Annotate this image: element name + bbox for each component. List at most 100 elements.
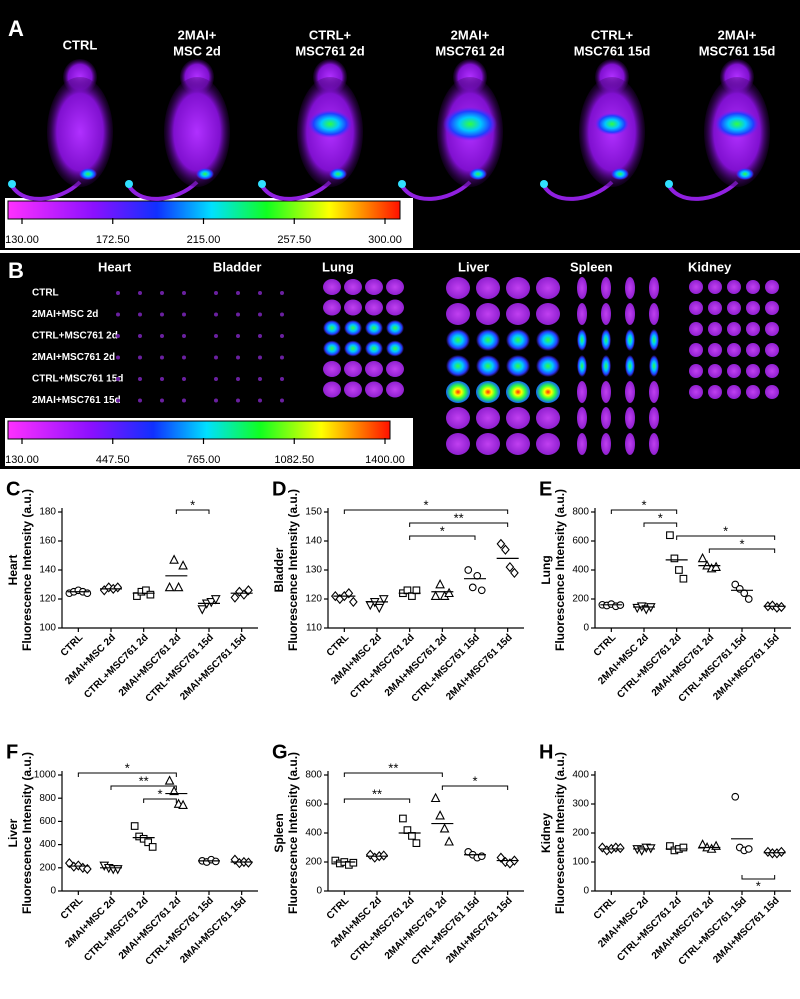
point <box>206 598 217 608</box>
tissue <box>476 277 500 299</box>
tissue <box>649 303 659 325</box>
y-tick-label: 200 <box>305 857 322 868</box>
point <box>349 858 358 867</box>
mouse <box>8 59 113 201</box>
tissue <box>138 377 142 381</box>
y-tick-label: 140 <box>39 565 56 576</box>
tissue <box>365 381 383 398</box>
tissue <box>689 322 703 336</box>
tissue <box>708 322 722 336</box>
bladder-signal <box>196 168 214 180</box>
significance-bracket <box>110 785 177 790</box>
tissue <box>476 355 500 377</box>
point <box>178 799 188 810</box>
tissue <box>236 377 240 381</box>
y-tick-label: 0 <box>583 623 589 634</box>
point <box>597 842 607 853</box>
y-tick-label: 300 <box>572 799 589 810</box>
y-tick-label: 120 <box>39 594 56 605</box>
y-tick-label: 800 <box>305 770 322 781</box>
y-tick-label: 400 <box>305 828 322 839</box>
tissue <box>536 407 560 429</box>
organ-label: Lung <box>322 259 354 274</box>
tissue <box>625 329 635 351</box>
tissue <box>689 280 703 294</box>
y-tick-label: 200 <box>572 828 589 839</box>
point <box>430 792 441 803</box>
tissue <box>386 299 404 316</box>
point <box>670 554 679 563</box>
organ-label: Kidney <box>688 259 732 274</box>
tissue <box>536 277 560 299</box>
tissue <box>323 320 341 336</box>
mouse <box>258 59 363 201</box>
tissue <box>446 277 470 299</box>
column-label: 2MAI+ <box>451 27 490 42</box>
point <box>412 839 421 847</box>
significance-bracket <box>175 509 210 514</box>
row-label: 2MAI+MSC761 2d <box>32 352 115 363</box>
tail-signal <box>258 180 266 188</box>
point <box>374 603 385 614</box>
significance-label: ** <box>139 773 149 788</box>
point <box>146 590 155 599</box>
point <box>679 843 688 852</box>
tissue <box>236 312 240 317</box>
panel-label: C <box>6 478 20 500</box>
point <box>169 785 179 796</box>
column-label: MSC761 15d <box>574 43 651 58</box>
tissue <box>138 355 142 360</box>
tissue <box>446 407 470 429</box>
x-tick-label: 2MAI+MSC761 2d <box>117 632 184 699</box>
point <box>430 590 441 600</box>
tissue <box>446 329 470 351</box>
y-tick-label: 200 <box>572 594 589 605</box>
tissue <box>116 312 120 317</box>
row-label: CTRL+MSC761 2d <box>32 331 118 342</box>
panel-label: H <box>539 741 553 763</box>
tissue <box>323 361 341 377</box>
tail-signal <box>665 180 673 188</box>
tissue <box>765 301 779 315</box>
x-tick-label: CTRL <box>592 632 619 659</box>
point <box>679 574 688 583</box>
tissue <box>577 329 587 351</box>
tissue <box>214 291 218 295</box>
tissue <box>601 381 611 403</box>
y-axis-label: Spleen <box>272 813 286 852</box>
y-tick-label: 800 <box>572 507 589 518</box>
y-axis-label: Fluorescence Intensity (a.u.) <box>20 752 34 914</box>
point <box>379 850 389 861</box>
tissue <box>577 407 587 429</box>
significance-bracket <box>676 535 776 540</box>
column-label: MSC761 2d <box>435 43 504 58</box>
point <box>777 601 786 613</box>
tissue <box>649 277 659 299</box>
significance-label: ** <box>372 786 382 801</box>
point <box>477 852 486 861</box>
organ-label: Spleen <box>570 259 613 274</box>
tissue <box>649 329 659 351</box>
tissue <box>160 291 164 295</box>
x-tick-label: CTRL <box>325 895 352 922</box>
point <box>178 560 188 570</box>
tissue <box>323 340 341 357</box>
point <box>510 567 519 579</box>
significance-label: * <box>658 510 663 525</box>
y-tick-label: 0 <box>50 886 56 897</box>
tissue <box>536 433 560 455</box>
tissue <box>506 433 530 455</box>
tissue <box>344 279 362 295</box>
tissue <box>365 340 383 357</box>
tissue <box>476 407 500 429</box>
mouse-tail <box>8 180 82 201</box>
tissue <box>765 280 779 294</box>
point <box>164 775 175 785</box>
tissue <box>577 381 587 403</box>
point <box>169 554 179 564</box>
colorbar-b <box>7 420 391 440</box>
tissue <box>536 329 560 351</box>
panel-label: G <box>272 741 288 763</box>
tissue <box>708 301 722 315</box>
